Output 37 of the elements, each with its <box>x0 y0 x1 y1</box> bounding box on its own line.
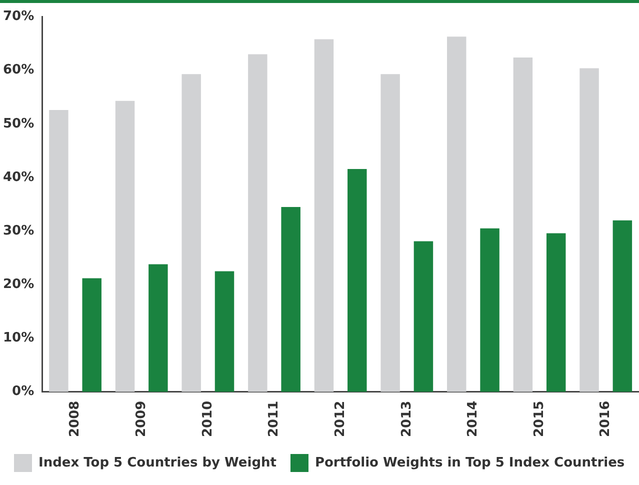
bar <box>82 278 102 392</box>
bar <box>447 36 466 392</box>
y-tick-label: 0% <box>12 384 34 400</box>
bar <box>546 233 566 392</box>
bar <box>414 241 434 392</box>
bar <box>281 206 300 392</box>
x-tick-label: 2014 <box>466 400 481 438</box>
x-tick-label: 2012 <box>332 400 348 438</box>
y-tick-label: 20% <box>2 277 34 292</box>
x-tick-label: 2016 <box>598 400 614 438</box>
x-tick-label: 2008 <box>68 400 83 438</box>
bar <box>49 110 68 392</box>
legend-label: Portfolio Weights in Top 5 Index Countries <box>314 455 625 470</box>
bar <box>513 58 533 392</box>
bar <box>115 100 135 392</box>
x-tick-label: 2013 <box>399 400 414 438</box>
x-tick-label: 2011 <box>266 400 282 438</box>
y-tick-label: 10% <box>2 330 34 346</box>
bar <box>612 220 632 392</box>
x-tick-label: 2010 <box>200 400 216 438</box>
bar <box>182 74 201 392</box>
x-tick-label: 2015 <box>532 400 547 438</box>
y-tick-label: 70% <box>2 9 34 24</box>
y-tick-label: 40% <box>2 170 34 185</box>
y-tick-label: 60% <box>2 62 34 78</box>
y-tick-label: 30% <box>2 223 34 238</box>
bar <box>148 264 168 392</box>
legend-label: Index Top 5 Countries by Weight <box>38 455 276 470</box>
bar <box>580 68 599 392</box>
bar <box>348 168 367 392</box>
x-tick-label: 2009 <box>134 400 149 438</box>
bar <box>214 271 234 392</box>
bar <box>380 74 400 392</box>
bar <box>248 54 268 392</box>
bar <box>480 228 500 392</box>
y-tick-label: 50% <box>2 116 34 132</box>
bar <box>314 39 334 392</box>
